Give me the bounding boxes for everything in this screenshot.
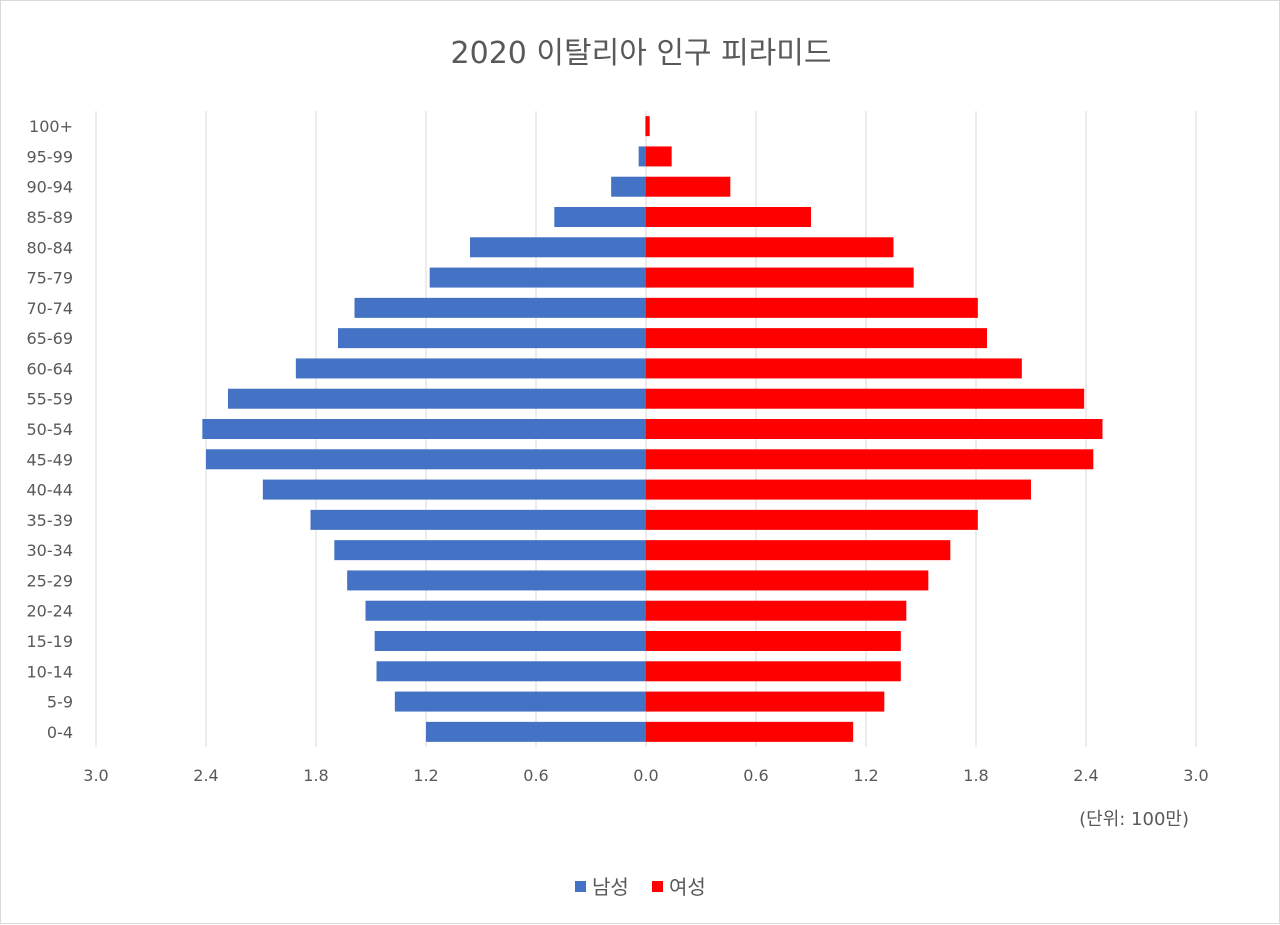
male-bar-25-29 xyxy=(347,570,646,591)
male-bar-100+ xyxy=(645,116,646,137)
female-bar-90-94 xyxy=(646,176,731,197)
male-bar-20-24 xyxy=(365,600,646,621)
male-bar-15-19 xyxy=(374,631,646,651)
female-bar-5-9 xyxy=(646,691,885,712)
x-tick-label: 1.8 xyxy=(303,766,328,785)
y-tick-label: 25-29 xyxy=(27,571,74,590)
female-bar-85-89 xyxy=(646,207,811,227)
male-bar-80-84 xyxy=(470,237,646,258)
y-tick-label: 90-94 xyxy=(27,178,74,197)
x-tick-label: 3.0 xyxy=(83,766,108,785)
male-bar-45-49 xyxy=(206,449,646,470)
unit-label: (단위: 100만) xyxy=(1079,809,1189,830)
female-bar-40-44 xyxy=(646,479,1031,500)
male-bar-90-94 xyxy=(611,176,646,197)
x-tick-label: 0.6 xyxy=(743,766,768,785)
y-tick-label: 10-14 xyxy=(27,662,74,681)
x-axis-labels: 3.0 2.4 1.8 1.2 0.6 0.0 0.6 1.2 1.8 2.4 3.0 xyxy=(83,766,1208,785)
female-bar-25-29 xyxy=(646,570,929,591)
male-bar-60-64 xyxy=(295,358,646,379)
female-bar-80-84 xyxy=(646,237,894,258)
x-tick-label: 2.4 xyxy=(1073,766,1098,785)
female-bar-30-34 xyxy=(646,540,951,561)
y-tick-label: 5-9 xyxy=(47,693,73,712)
male-bar-70-74 xyxy=(354,297,646,318)
y-tick-label: 100+ xyxy=(29,117,73,136)
y-tick-label: 65-69 xyxy=(27,329,74,348)
female-bar-95-99 xyxy=(646,146,672,167)
y-tick-label: 30-34 xyxy=(27,541,74,560)
female-bar-65-69 xyxy=(646,328,987,349)
y-tick-label: 50-54 xyxy=(27,420,74,439)
legend-swatch xyxy=(652,881,663,892)
legend-label: 여성 xyxy=(669,875,706,899)
y-tick-label: 75-79 xyxy=(27,269,74,288)
y-tick-label: 60-64 xyxy=(27,359,74,378)
male-bar-0-4 xyxy=(426,721,646,742)
y-tick-label: 95-99 xyxy=(27,147,74,166)
x-tick-label: 1.8 xyxy=(963,766,988,785)
female-bar-0-4 xyxy=(646,721,854,742)
y-tick-label: 70-74 xyxy=(27,299,74,318)
y-tick-label: 55-59 xyxy=(27,390,74,409)
y-tick-label: 15-19 xyxy=(27,632,74,651)
y-tick-label: 0-4 xyxy=(47,723,73,742)
y-tick-label: 40-44 xyxy=(27,481,74,500)
female-bar-35-39 xyxy=(646,509,978,530)
male-bar-65-69 xyxy=(338,328,646,349)
x-tick-label: 1.2 xyxy=(853,766,878,785)
female-bar-15-19 xyxy=(646,631,901,651)
female-bar-100+ xyxy=(646,116,650,137)
x-tick-label: 2.4 xyxy=(193,766,218,785)
female-bar-70-74 xyxy=(646,297,978,318)
male-bar-95-99 xyxy=(638,146,646,167)
y-tick-label: 45-49 xyxy=(27,450,74,469)
female-bar-75-79 xyxy=(646,267,914,288)
bars xyxy=(202,116,1103,742)
male-bar-75-79 xyxy=(429,267,646,288)
female-bar-10-14 xyxy=(646,661,901,682)
legend-label: 남성 xyxy=(592,875,629,899)
x-tick-label: 3.0 xyxy=(1183,766,1208,785)
chart-title: 2020 이탈리아 인구 피라미드 xyxy=(451,36,832,71)
male-bar-40-44 xyxy=(262,479,646,500)
male-bar-5-9 xyxy=(394,691,646,712)
legend: 남성 여성 xyxy=(575,875,706,899)
y-tick-label: 35-39 xyxy=(27,511,74,530)
female-bar-55-59 xyxy=(646,388,1085,409)
male-bar-10-14 xyxy=(376,661,646,682)
female-bar-20-24 xyxy=(646,600,907,621)
female-bar-60-64 xyxy=(646,358,1022,379)
y-tick-label: 20-24 xyxy=(27,602,74,621)
male-bar-35-39 xyxy=(310,509,646,530)
female-bar-50-54 xyxy=(646,419,1103,439)
male-bar-85-89 xyxy=(554,207,646,227)
x-tick-label: 0.0 xyxy=(633,766,658,785)
y-axis-labels: 0-4 5-9 10-14 15-19 20-24 25-29 30-34 35-39 40-4… xyxy=(27,117,74,742)
y-tick-label: 85-89 xyxy=(27,208,74,227)
x-tick-label: 1.2 xyxy=(413,766,438,785)
legend-swatch xyxy=(575,881,586,892)
x-tick-label: 0.6 xyxy=(523,766,548,785)
male-bar-55-59 xyxy=(228,388,646,409)
male-bar-50-54 xyxy=(202,419,646,439)
male-bar-30-34 xyxy=(334,540,646,561)
y-tick-label: 80-84 xyxy=(27,238,74,257)
female-bar-45-49 xyxy=(646,449,1094,470)
